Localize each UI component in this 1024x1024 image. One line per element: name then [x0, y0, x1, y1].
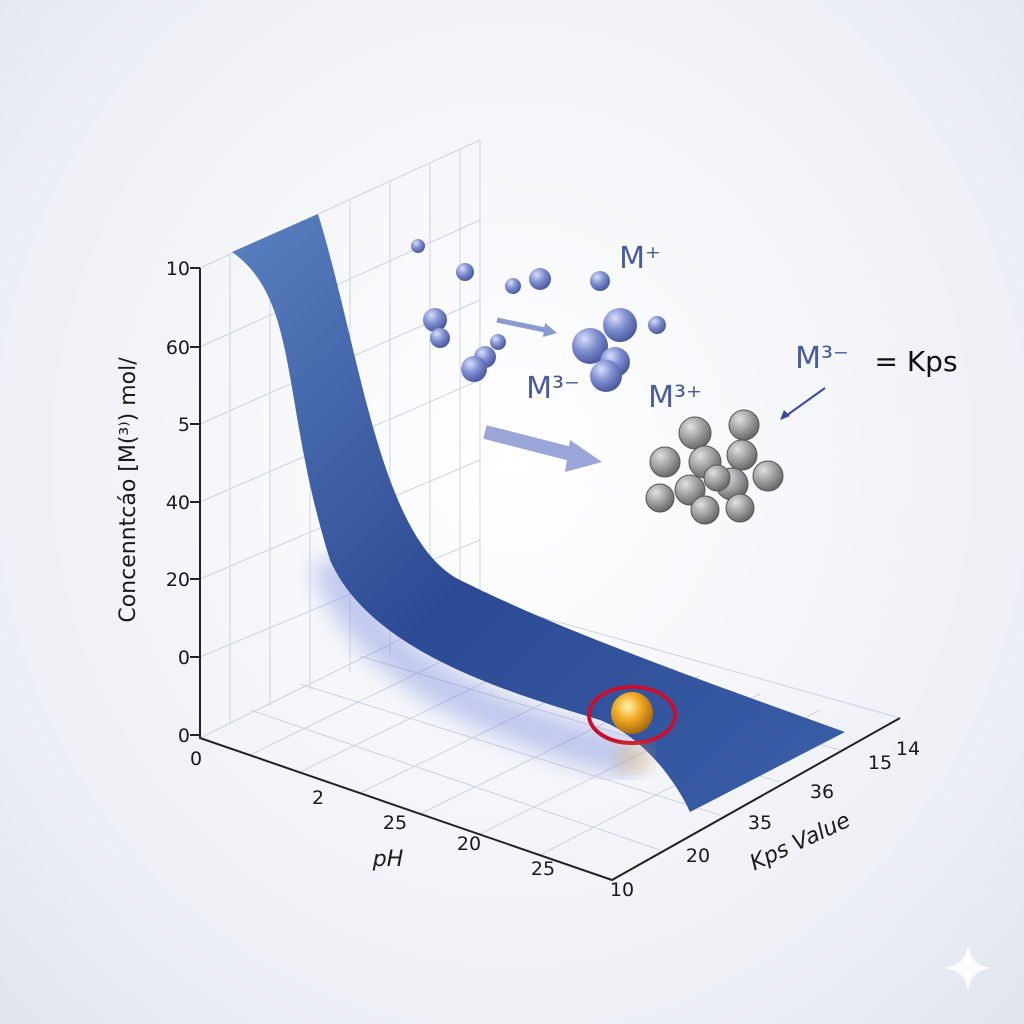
z-tick-label: 35: [748, 812, 772, 834]
origin-label: 0: [190, 748, 202, 770]
ion-label: M⁺: [619, 241, 661, 276]
y-tick-label: 60: [166, 337, 190, 359]
y-tick-label: 0: [178, 647, 190, 669]
ion-label: M³⁻: [526, 371, 580, 406]
gold-ball: [611, 692, 653, 734]
y-axis-label: Concenntcáo [M(³⁾) mol/: [116, 357, 141, 623]
kps-equation: = Kps: [874, 345, 957, 378]
surface-shadow: [311, 553, 645, 780]
x-tick-label: 25: [383, 812, 407, 834]
y-tick-label: 20: [166, 569, 190, 591]
z-tick-label: 14: [896, 738, 920, 760]
ion-label: M³⁻: [795, 341, 849, 376]
crystal-cluster: [645, 409, 784, 525]
ball-reflection: [616, 744, 652, 772]
z-tick-label: 36: [810, 781, 834, 803]
x-axis-label: pH: [372, 847, 404, 872]
z-tick-label: 20: [686, 845, 710, 867]
highlight-ring: [587, 685, 677, 745]
arrows: [483, 317, 826, 472]
x-tick-label: 10: [610, 879, 634, 901]
y-tick-label: 10: [166, 258, 190, 280]
surface: [232, 214, 845, 812]
y-tick-label: 5: [178, 414, 190, 436]
y-tick-label: 40: [166, 492, 190, 514]
x-tick-label: 20: [457, 833, 481, 855]
x-tick-label: 25: [531, 858, 555, 880]
x-tick-label: 2: [312, 787, 324, 809]
ion-label: M³⁺: [648, 380, 702, 415]
y-tick-label: 0: [178, 725, 190, 747]
axes: [190, 267, 901, 882]
z-tick-label: 15: [868, 752, 892, 774]
ion-spheres: [411, 239, 666, 392]
sparkle-icon: [944, 944, 992, 992]
